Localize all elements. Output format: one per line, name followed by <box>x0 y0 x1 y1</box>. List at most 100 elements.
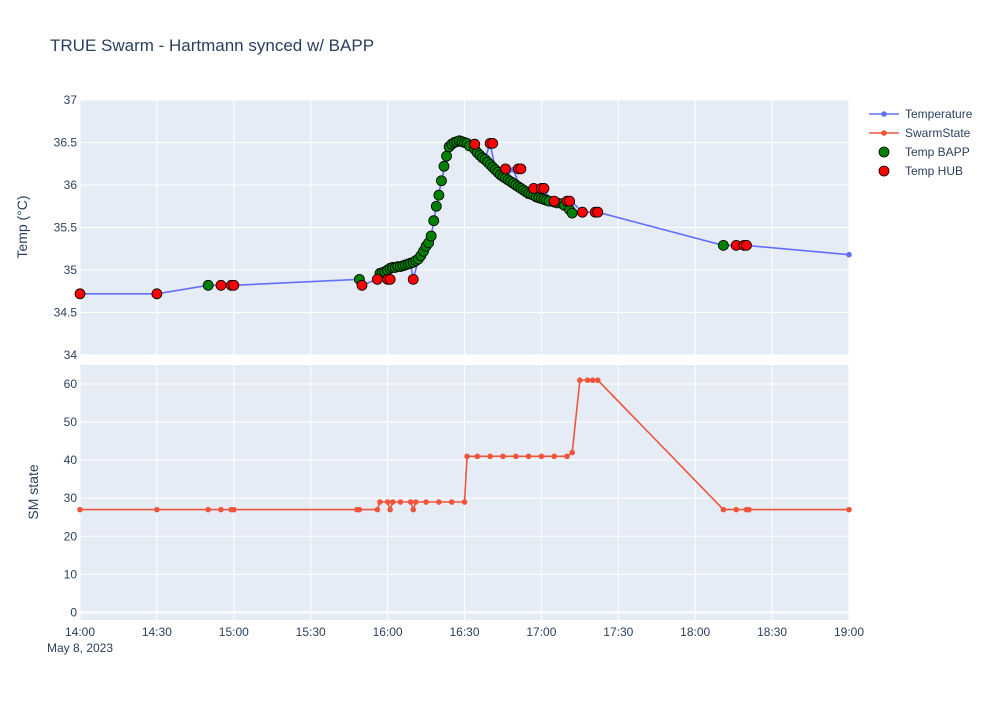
legend-label: Temperature <box>905 107 973 121</box>
data-point-temp-hub <box>592 206 604 218</box>
legend-item-temperature[interactable]: Temperature <box>869 107 973 121</box>
data-point-swarmstate <box>407 499 414 505</box>
legend-item-swarmstate[interactable]: SwarmState <box>869 126 971 140</box>
legend-label: Temp BAPP <box>905 145 970 159</box>
data-point-temp-hub <box>74 288 86 300</box>
data-point-temperature <box>846 251 852 258</box>
legend-label: SwarmState <box>905 126 971 140</box>
data-point-swarmstate <box>423 499 429 505</box>
x-axis-date-label: May 8, 2023 <box>47 641 113 655</box>
data-point-temp-hub <box>151 288 163 300</box>
data-point-swarmstate <box>389 499 396 505</box>
data-point-swarmstate <box>397 499 404 505</box>
y-tick-label: 35 <box>64 263 78 277</box>
data-point-swarmstate <box>374 506 381 513</box>
data-point-temp-hub <box>741 239 752 251</box>
data-point-swarmstate <box>487 453 493 460</box>
data-point-swarmstate <box>594 377 601 384</box>
data-point-temp-bapp <box>717 239 729 251</box>
data-point-swarmstate <box>218 506 224 513</box>
data-point-temp-bapp <box>428 215 440 227</box>
data-point-temp-hub <box>407 273 419 285</box>
data-point-temp-hub <box>515 163 527 175</box>
data-point-swarmstate <box>461 499 468 505</box>
y-axis-label-temp: Temp (°C) <box>14 195 30 258</box>
data-point-swarmstate <box>436 499 442 505</box>
data-point-swarmstate <box>412 499 419 505</box>
legend-label: Temp HUB <box>905 164 963 178</box>
y-tick-label: 40 <box>64 453 78 467</box>
data-point-temp-bapp <box>436 175 447 187</box>
y-tick-label: 34 <box>64 348 78 362</box>
data-point-swarmstate <box>577 377 583 384</box>
y-axis-label-sm-state: SM state <box>25 464 41 519</box>
data-point-temp-bapp <box>430 200 442 212</box>
x-tick-label: 18:00 <box>680 625 710 639</box>
data-point-swarmstate <box>205 506 211 513</box>
y-tick-label: 20 <box>64 529 78 543</box>
x-tick-label: 15:00 <box>219 625 249 639</box>
data-point-swarmstate <box>474 453 481 460</box>
x-tick-label: 16:30 <box>449 625 479 639</box>
data-point-swarmstate <box>500 453 506 460</box>
data-point-swarmstate <box>525 453 532 460</box>
data-point-swarmstate <box>77 506 83 513</box>
legend-swatch-marker <box>881 111 887 117</box>
data-point-temp-hub <box>384 273 396 285</box>
data-point-temp-hub <box>548 195 560 207</box>
data-point-swarmstate <box>733 506 740 513</box>
data-point-swarmstate <box>746 506 752 513</box>
data-point-temp-hub <box>487 137 499 149</box>
y-tick-label: 36.5 <box>54 136 78 150</box>
data-point-swarmstate <box>377 499 383 505</box>
legend-item-temp-hub[interactable]: Temp HUB <box>878 164 963 178</box>
data-point-swarmstate <box>448 499 455 505</box>
x-tick-label: 17:00 <box>526 625 556 639</box>
data-point-temp-hub <box>371 273 383 285</box>
y-tick-label: 30 <box>64 491 78 505</box>
data-point-temp-bapp <box>438 160 450 172</box>
data-point-swarmstate <box>589 377 596 384</box>
x-tick-label: 14:30 <box>142 625 172 639</box>
data-point-temp-hub <box>564 195 575 207</box>
data-point-temp-bapp <box>566 207 578 219</box>
series-temp-hub <box>74 137 752 300</box>
legend-item-temp-bapp[interactable]: Temp BAPP <box>878 145 970 159</box>
x-tick-label: 16:00 <box>373 625 403 639</box>
data-point-temp-bapp <box>433 189 445 201</box>
data-point-swarmstate <box>569 449 575 456</box>
y-tick-label: 0 <box>70 605 77 619</box>
data-point-temp-hub <box>577 206 588 218</box>
data-point-swarmstate <box>464 453 470 460</box>
data-point-swarmstate <box>410 506 417 513</box>
data-point-temp-hub <box>538 182 550 194</box>
data-point-swarmstate <box>154 506 160 513</box>
y-tick-label: 36 <box>64 178 78 192</box>
y-tick-label: 37 <box>64 93 78 107</box>
data-point-temp-bapp <box>441 150 452 162</box>
data-point-swarmstate <box>846 506 852 513</box>
data-point-swarmstate <box>387 506 393 513</box>
x-tick-label: 17:30 <box>603 625 633 639</box>
y-tick-label: 60 <box>64 377 78 391</box>
x-tick-label: 14:00 <box>65 625 95 639</box>
y-tick-label: 34.5 <box>54 306 78 320</box>
data-point-temp-bapp <box>425 230 437 242</box>
data-point-temp-hub <box>469 138 481 150</box>
data-point-temp-hub <box>215 279 227 291</box>
data-point-swarmstate <box>551 453 558 460</box>
data-point-temp-hub <box>228 279 240 291</box>
x-tick-label: 18:30 <box>757 625 787 639</box>
data-point-swarmstate <box>564 453 570 460</box>
y-tick-label: 35.5 <box>54 221 78 235</box>
data-point-temp-hub <box>500 163 511 175</box>
data-point-swarmstate <box>356 506 363 513</box>
y-tick-label: 50 <box>64 415 78 429</box>
legend-swatch <box>878 146 890 158</box>
legend-swatch-marker <box>881 130 887 136</box>
series-swarmstate <box>77 377 852 513</box>
data-point-swarmstate <box>538 453 545 460</box>
x-tick-label: 15:30 <box>296 625 326 639</box>
data-point-swarmstate <box>384 499 391 505</box>
